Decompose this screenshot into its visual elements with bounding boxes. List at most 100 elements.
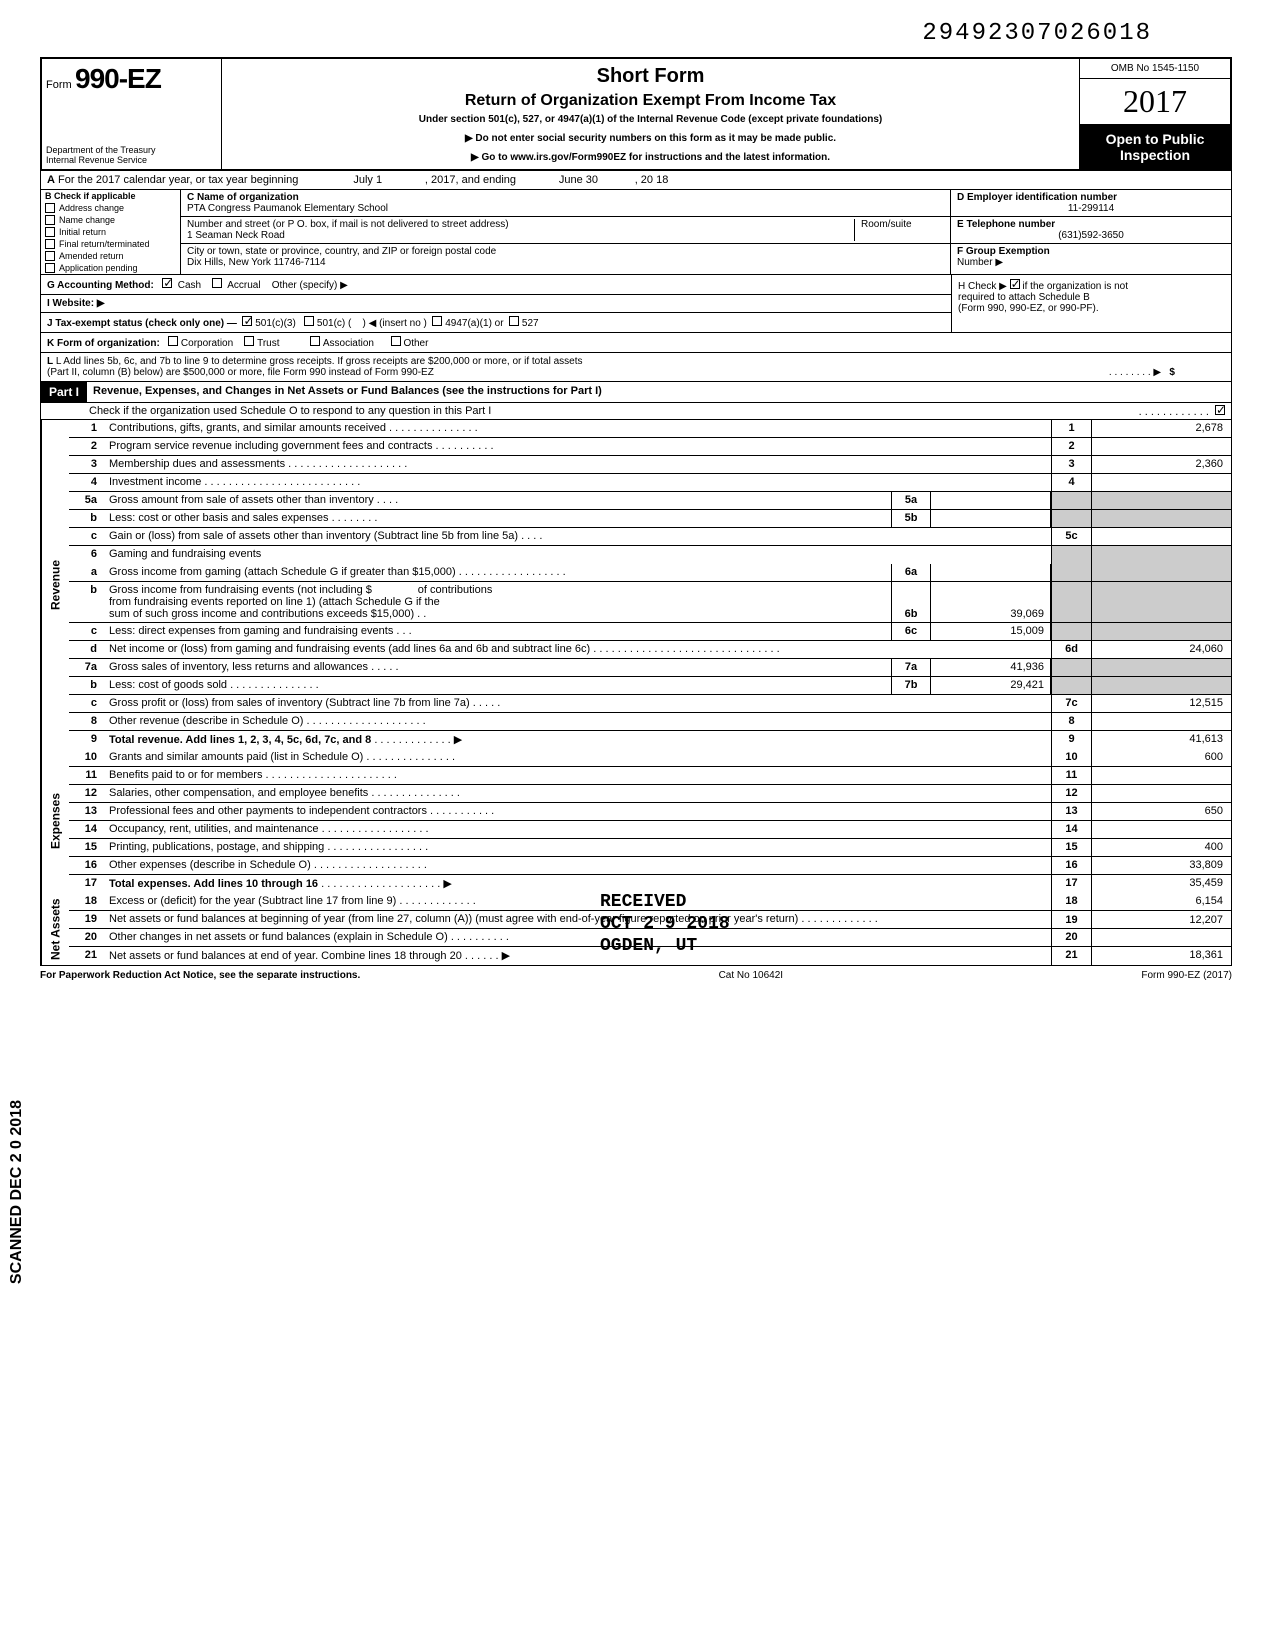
form-label: Form (46, 79, 72, 91)
line-7a: 7a Gross sales of inventory, less return… (69, 659, 1231, 677)
line-9: 9 Total revenue. Add lines 1, 2, 3, 4, 5… (69, 731, 1231, 749)
col-def: D Employer identification number 11-2991… (951, 190, 1231, 274)
line-11: 11 Benefits paid to or for members . . .… (69, 767, 1231, 785)
part1-label: Part I (41, 382, 87, 402)
line-5c-value (1091, 528, 1231, 545)
org-name: PTA Congress Paumanok Elementary School (187, 203, 944, 214)
check-name-change[interactable] (45, 215, 55, 225)
org-info-block: B Check if applicable Address change Nam… (40, 190, 1232, 275)
header-right: OMB No 1545-1150 2017 Open to Public Ins… (1080, 59, 1230, 169)
line-19-value: 12,207 (1091, 911, 1231, 928)
line-3: 3 Membership dues and assessments . . . … (69, 456, 1231, 474)
tax-year: 2017 (1080, 79, 1230, 125)
line-5c: c Gain or (loss) from sale of assets oth… (69, 528, 1231, 546)
ein-value: 11-299114 (957, 203, 1225, 214)
line-2: 2 Program service revenue including gove… (69, 438, 1231, 456)
check-other-org[interactable] (391, 336, 401, 346)
line-6a-value (931, 564, 1051, 581)
line-11-value (1091, 767, 1231, 784)
instructions-link: ▶ Go to www.irs.gov/Form990EZ for instru… (228, 152, 1073, 163)
check-4947[interactable] (432, 316, 442, 326)
line-6b: b Gross income from fundraising events (… (69, 582, 1231, 623)
row-j-tax-exempt: J Tax-exempt status (check only one) — 5… (41, 313, 951, 332)
check-cash[interactable] (162, 278, 172, 288)
line-19: 19 Net assets or fund balances at beginn… (69, 911, 1231, 929)
line-6d-value: 24,060 (1091, 641, 1231, 658)
col-b-header: B Check if applicable (41, 190, 180, 202)
line-18-value: 6,154 (1091, 893, 1231, 910)
check-501c3[interactable] (242, 316, 252, 326)
scanned-stamp: SCANNED DEC 2 0 2018 (8, 1100, 26, 1284)
row-l-gross-receipts: L L Add lines 5b, 6c, and 7b to line 9 t… (40, 353, 1232, 382)
return-title: Return of Organization Exempt From Incom… (228, 92, 1073, 110)
line-9-value: 41,613 (1091, 731, 1231, 749)
check-schedule-o[interactable] (1215, 405, 1225, 415)
line-14: 14 Occupancy, rent, utilities, and maint… (69, 821, 1231, 839)
part1-title: Revenue, Expenses, and Changes in Net As… (87, 382, 1231, 402)
header-left: Form 990-EZ Department of the Treasury I… (42, 59, 222, 169)
phone-label: E Telephone number (957, 219, 1225, 230)
row-g: G Accounting Method: Cash Accrual Other … (41, 275, 951, 295)
check-accrual[interactable] (212, 278, 222, 288)
line-10-value: 600 (1091, 749, 1231, 766)
year-end-month: June 30 (559, 174, 598, 186)
col-c-org: C Name of organization PTA Congress Paum… (181, 190, 951, 274)
room-suite-label: Room/suite (854, 219, 944, 241)
ssn-warning: ▶ Do not enter social security numbers o… (228, 133, 1073, 144)
check-trust[interactable] (244, 336, 254, 346)
line-7b: b Less: cost of goods sold . . . . . . .… (69, 677, 1231, 695)
form-header: Form 990-EZ Department of the Treasury I… (40, 57, 1232, 171)
address-label: Number and street (or P O. box, if mail … (187, 219, 854, 230)
line-7a-value: 41,936 (931, 659, 1051, 676)
line-12: 12 Salaries, other compensation, and emp… (69, 785, 1231, 803)
check-amended[interactable] (45, 251, 55, 261)
check-application-pending[interactable] (45, 263, 55, 273)
line-20-value (1091, 929, 1231, 946)
line-7c-value: 12,515 (1091, 695, 1231, 712)
line-3-value: 2,360 (1091, 456, 1231, 473)
row-i-website: I Website: ▶ (41, 295, 951, 313)
line-6a: a Gross income from gaming (attach Sched… (69, 564, 1231, 582)
line-7b-value: 29,421 (931, 677, 1051, 694)
check-schedule-b[interactable] (1010, 279, 1020, 289)
line-6: 6 Gaming and fundraising events (69, 546, 1231, 564)
check-schedule-o-line: Check if the organization used Schedule … (41, 403, 1231, 420)
city-label: City or town, state or province, country… (187, 246, 944, 257)
line-21: 21 Net assets or fund balances at end of… (69, 947, 1231, 965)
check-initial-return[interactable] (45, 227, 55, 237)
paperwork-notice: For Paperwork Reduction Act Notice, see … (40, 970, 360, 981)
line-2-value (1091, 438, 1231, 455)
expenses-label: Expenses (41, 749, 69, 893)
line-1: 1 Contributions, gifts, grants, and simi… (69, 420, 1231, 438)
line-6b-value: 39,069 (931, 582, 1051, 622)
line-20: 20 Other changes in net assets or fund b… (69, 929, 1231, 947)
check-address-change[interactable] (45, 203, 55, 213)
check-association[interactable] (310, 336, 320, 346)
dept-irs: Internal Revenue Service (46, 155, 217, 165)
line-1-value: 2,678 (1091, 420, 1231, 437)
address-street: 1 Seaman Neck Road (187, 230, 854, 241)
part1-header: Part I Revenue, Expenses, and Changes in… (40, 382, 1232, 403)
line-10: 10 Grants and similar amounts paid (list… (69, 749, 1231, 767)
group-exemption-number: Number ▶ (957, 257, 1225, 268)
net-assets-label: Net Assets (41, 893, 69, 965)
page-footer: For Paperwork Reduction Act Notice, see … (40, 966, 1232, 985)
line-17-value: 35,459 (1091, 875, 1231, 893)
row-a-tax-year: A For the 2017 calendar year, or tax yea… (40, 171, 1232, 190)
check-corporation[interactable] (168, 336, 178, 346)
ein-label: D Employer identification number (957, 192, 1225, 203)
line-7c: c Gross profit or (loss) from sales of i… (69, 695, 1231, 713)
check-501c[interactable] (304, 316, 314, 326)
line-16-value: 33,809 (1091, 857, 1231, 874)
line-5b-value (931, 510, 1051, 527)
short-form-title: Short Form (228, 65, 1073, 88)
line-17: 17 Total expenses. Add lines 10 through … (69, 875, 1231, 893)
line-14-value (1091, 821, 1231, 838)
check-final-return[interactable] (45, 239, 55, 249)
check-527[interactable] (509, 316, 519, 326)
line-13-value: 650 (1091, 803, 1231, 820)
omb-number: OMB No 1545-1150 (1080, 59, 1230, 79)
year-begin: July 1 (353, 174, 382, 186)
year-end-yy: 18 (656, 174, 668, 186)
form-footer: Form 990-EZ (2017) (1141, 970, 1232, 981)
